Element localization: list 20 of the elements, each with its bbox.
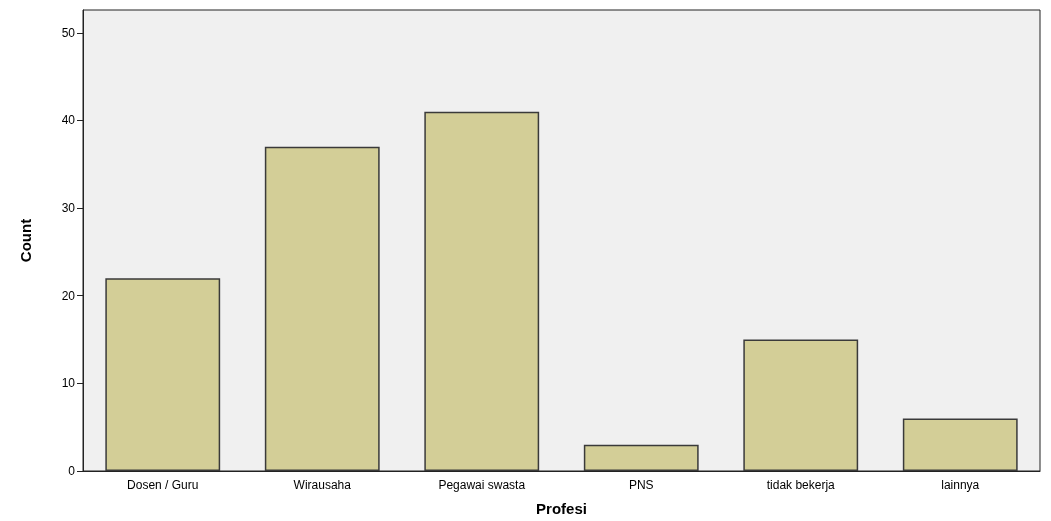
- x-tick-label: PNS: [628, 478, 654, 492]
- y-tick-label: 30: [61, 201, 76, 216]
- y-tick-label: 0: [68, 464, 76, 478]
- x-tick-label: Dosen / Guru: [127, 478, 199, 492]
- x-tick-label: lainnya: [941, 478, 980, 492]
- bar: [264, 146, 380, 471]
- y-tick-label: 50: [61, 25, 76, 40]
- y-tick-label: 20: [61, 288, 76, 303]
- bar: [105, 278, 221, 471]
- y-axis-title: Count: [17, 218, 34, 263]
- bar: [743, 339, 859, 471]
- y-tick-label: 10: [61, 376, 76, 391]
- bar: [424, 111, 540, 471]
- x-tick-label: Wirausaha: [293, 478, 352, 492]
- bar: [902, 418, 1018, 471]
- bar: [583, 444, 699, 471]
- x-tick-label: tidak bekerja: [766, 478, 836, 492]
- x-axis-title: Profesi: [536, 500, 587, 517]
- x-tick-label: Pegawai swasta: [438, 478, 526, 492]
- y-tick-label: 40: [61, 113, 76, 128]
